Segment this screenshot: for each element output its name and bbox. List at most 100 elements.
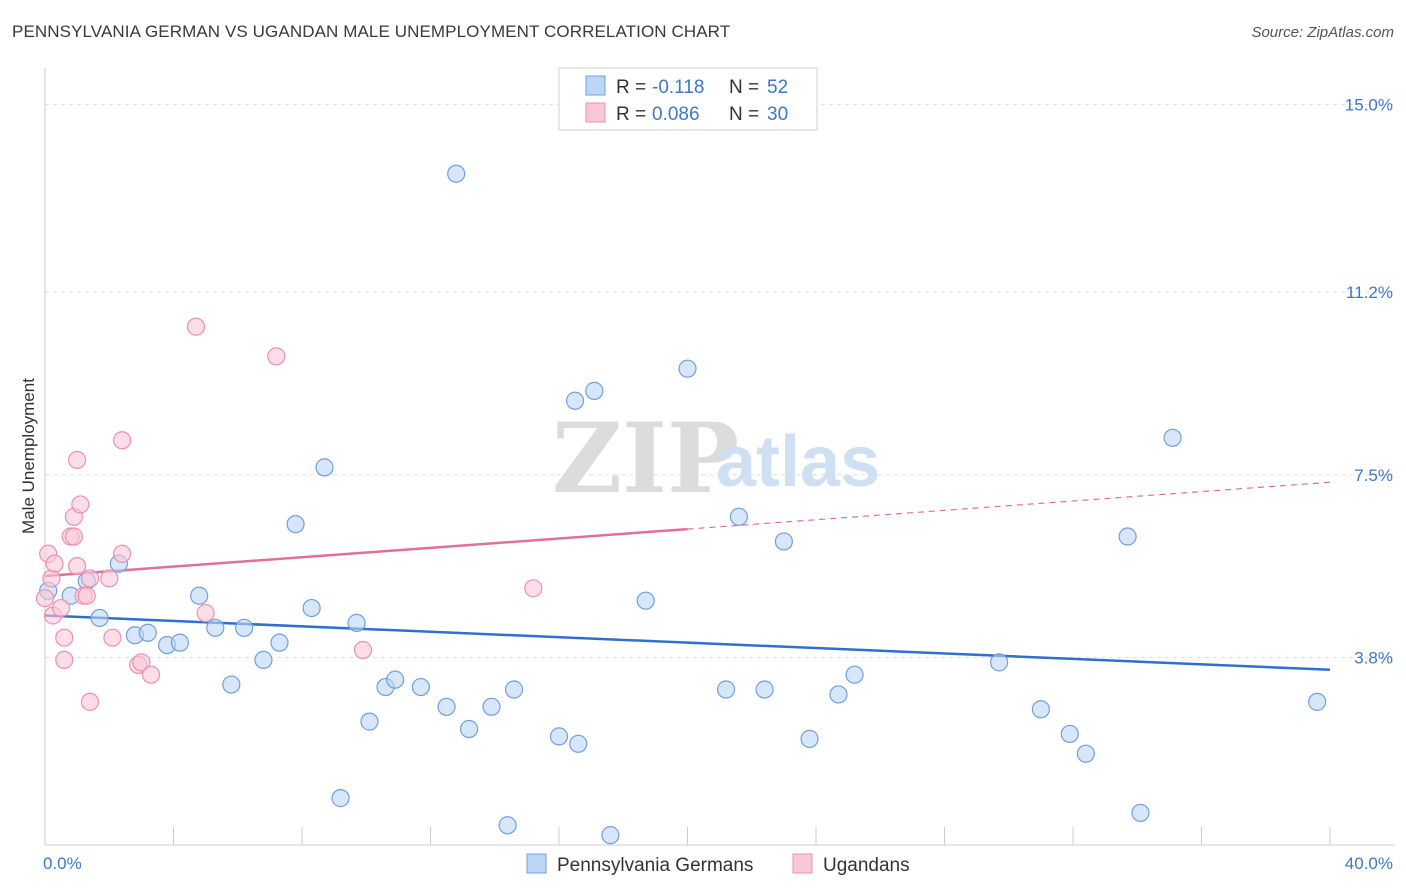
point-ugandans-11 — [68, 450, 87, 470]
trend-line-0 — [44, 614, 1331, 672]
point-pennsylvania-germans-25 — [459, 719, 479, 739]
point-pennsylvania-germans-12 — [235, 618, 254, 637]
point-pennsylvania-germans-14 — [270, 633, 289, 652]
point-ugandans-17 — [100, 569, 119, 588]
point-ugandans-19 — [112, 431, 132, 450]
point-ugandans-16 — [80, 692, 100, 711]
source-label: Source: ZipAtlas.com — [1251, 24, 1394, 41]
point-pennsylvania-germans-16 — [302, 598, 321, 618]
point-pennsylvania-germans-11 — [222, 675, 241, 694]
data-points — [35, 164, 1327, 845]
point-ugandans-6 — [55, 628, 74, 647]
point-pennsylvania-germans-3 — [90, 608, 109, 628]
watermark-zip: ZIP — [552, 402, 739, 515]
point-pennsylvania-germans-10 — [206, 618, 225, 637]
point-ugandans-18 — [103, 628, 122, 647]
point-pennsylvania-germans-35 — [636, 591, 655, 610]
watermark: ZIP atlas — [552, 402, 880, 515]
point-pennsylvania-germans-47 — [1076, 744, 1095, 763]
point-pennsylvania-germans-28 — [498, 816, 517, 835]
point-ugandans-14 — [77, 586, 96, 605]
point-pennsylvania-germans-48 — [1118, 527, 1137, 546]
correlation-legend: R = -0.118 N = 52 R = 0.086 N = 30 — [558, 67, 818, 131]
y-axis-title: Male Unemployment — [19, 378, 38, 534]
point-pennsylvania-germans-43 — [845, 665, 864, 684]
point-pennsylvania-germans-38 — [729, 507, 749, 526]
point-ugandans-3 — [45, 554, 64, 573]
point-pennsylvania-germans-45 — [1031, 700, 1050, 719]
legend-n-label-1: N = — [729, 77, 759, 98]
point-ugandans-4 — [51, 598, 71, 618]
y-tick-label-3: 15.0% — [1345, 96, 1393, 115]
y-tick-labels: 3.8% 7.5% 11.2% 15.0% — [1345, 96, 1393, 668]
point-pennsylvania-germans-24 — [437, 697, 456, 716]
y-tick-label-2: 11.2% — [1346, 283, 1393, 302]
point-ugandans-22 — [132, 653, 151, 672]
legend-r-label-1: R = — [616, 77, 646, 98]
series-label-pennsylvania-germans: Pennsylvania Germans — [557, 855, 753, 876]
legend-r-value-1: -0.118 — [652, 77, 704, 98]
legend-swatch-blue — [585, 75, 606, 96]
point-pennsylvania-germans-20 — [360, 712, 379, 731]
y-tick-label-1: 7.5% — [1354, 466, 1393, 485]
x-tick-label-max: 40.0% — [1345, 854, 1393, 873]
legend-n-label-2: N = — [729, 104, 759, 125]
point-ugandans-28 — [524, 579, 543, 598]
point-ugandans-8 — [64, 527, 84, 546]
point-pennsylvania-germans-17 — [315, 458, 334, 477]
y-tick-label-0: 3.8% — [1354, 648, 1393, 667]
series-legend: Pennsylvania Germans Ugandans — [526, 853, 910, 876]
legend-n-value-2: 30 — [767, 104, 788, 125]
point-pennsylvania-germans-42 — [829, 685, 848, 704]
point-pennsylvania-germans-46 — [1060, 724, 1079, 744]
point-pennsylvania-germans-15 — [286, 515, 305, 534]
point-pennsylvania-germans-32 — [569, 734, 588, 753]
series-label-ugandans: Ugandans — [823, 855, 910, 876]
point-pennsylvania-germans-44 — [990, 653, 1009, 672]
point-pennsylvania-germans-30 — [549, 727, 569, 746]
point-pennsylvania-germans-22 — [386, 670, 405, 689]
trend-line-dashed-1 — [687, 481, 1331, 530]
point-ugandans-15 — [80, 569, 100, 588]
point-pennsylvania-germans-49 — [1131, 803, 1150, 823]
point-ugandans-10 — [68, 557, 87, 576]
point-pennsylvania-germans-39 — [755, 680, 774, 699]
point-ugandans-25 — [196, 603, 215, 623]
point-pennsylvania-germans-19 — [347, 613, 366, 632]
point-pennsylvania-germans-34 — [601, 826, 620, 845]
gridlines — [45, 104, 1395, 658]
legend-n-value-1: 52 — [767, 77, 788, 98]
point-ugandans-26 — [267, 347, 286, 366]
point-pennsylvania-germans-23 — [411, 677, 430, 697]
legend-r-label-2: R = — [616, 104, 646, 125]
series-swatch-pennsylvania-germans — [526, 853, 547, 874]
point-pennsylvania-germans-18 — [331, 789, 350, 808]
point-pennsylvania-germans-33 — [585, 381, 604, 400]
point-pennsylvania-germans-50 — [1163, 428, 1182, 447]
point-pennsylvania-germans-8 — [170, 633, 190, 652]
point-ugandans-5 — [55, 650, 74, 670]
point-ugandans-27 — [353, 640, 373, 660]
trend-line-1 — [44, 527, 688, 578]
point-pennsylvania-germans-37 — [716, 680, 736, 699]
point-ugandans-23 — [141, 665, 161, 684]
point-pennsylvania-germans-13 — [254, 650, 273, 670]
watermark-atlas: atlas — [716, 422, 880, 502]
point-pennsylvania-germans-41 — [800, 729, 819, 748]
point-ugandans-12 — [71, 495, 90, 514]
point-ugandans-29 — [35, 589, 55, 608]
point-pennsylvania-germans-31 — [565, 391, 585, 410]
chart-title: PENNSYLVANIA GERMAN VS UGANDAN MALE UNEM… — [12, 22, 731, 41]
point-pennsylvania-germans-27 — [482, 697, 501, 716]
point-pennsylvania-germans-29 — [504, 680, 524, 699]
x-tick-labels: 0.0% 40.0% — [43, 854, 1393, 873]
point-ugandans-1 — [42, 569, 61, 588]
axes — [44, 68, 1395, 846]
series-swatch-ugandans — [792, 853, 813, 874]
point-pennsylvania-germans-40 — [774, 532, 793, 551]
point-pennsylvania-germans-6 — [138, 623, 157, 642]
legend-r-value-2: 0.086 — [652, 104, 700, 125]
legend-swatch-pink — [585, 102, 606, 123]
point-pennsylvania-germans-26 — [447, 164, 466, 183]
